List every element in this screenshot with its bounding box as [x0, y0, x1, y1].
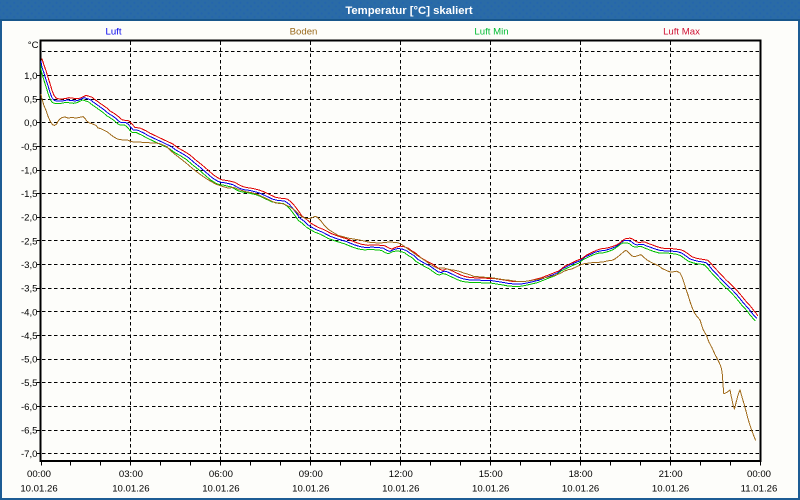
svg-text:10.01.26: 10.01.26: [112, 484, 149, 495]
svg-text:Luft Max: Luft Max: [663, 27, 700, 38]
svg-text:15:00: 15:00: [479, 469, 503, 480]
svg-text:-7,0: -7,0: [21, 449, 38, 460]
svg-text:-5,5: -5,5: [21, 378, 38, 389]
svg-text:10.01.26: 10.01.26: [202, 484, 239, 495]
svg-text:-2,5: -2,5: [21, 236, 38, 247]
svg-text:09:00: 09:00: [299, 469, 323, 480]
svg-text:11.01.26: 11.01.26: [741, 484, 778, 495]
svg-text:10.01.26: 10.01.26: [20, 484, 57, 495]
svg-text:12:00: 12:00: [389, 469, 413, 480]
svg-text:00:00: 00:00: [747, 469, 771, 480]
svg-text:-3,5: -3,5: [21, 284, 38, 295]
svg-text:21:00: 21:00: [659, 469, 683, 480]
svg-text:-6,5: -6,5: [21, 426, 38, 437]
svg-text:1,0: 1,0: [24, 71, 37, 82]
svg-text:10.01.26: 10.01.26: [652, 484, 689, 495]
svg-text:°C: °C: [28, 40, 39, 51]
svg-text:10.01.26: 10.01.26: [382, 484, 419, 495]
svg-text:0,0: 0,0: [24, 118, 37, 129]
svg-text:10.01.26: 10.01.26: [562, 484, 599, 495]
svg-text:Luft Min: Luft Min: [474, 27, 508, 38]
svg-text:-4,0: -4,0: [21, 307, 38, 318]
svg-text:-6,0: -6,0: [21, 402, 38, 413]
svg-text:-4,5: -4,5: [21, 331, 38, 342]
svg-text:03:00: 03:00: [119, 469, 143, 480]
svg-text:Temperatur [°C] skaliert: Temperatur [°C] skaliert: [345, 5, 473, 17]
svg-text:-5,0: -5,0: [21, 355, 38, 366]
svg-text:10.01.26: 10.01.26: [292, 484, 329, 495]
svg-text:Luft: Luft: [105, 27, 121, 38]
svg-text:-1,5: -1,5: [21, 189, 38, 200]
svg-text:0,5: 0,5: [24, 95, 37, 106]
svg-text:-0,5: -0,5: [21, 142, 38, 153]
svg-text:-2,0: -2,0: [21, 213, 38, 224]
svg-text:-1,0: -1,0: [21, 165, 38, 176]
svg-text:-3,0: -3,0: [21, 260, 38, 271]
svg-text:10.01.26: 10.01.26: [472, 484, 509, 495]
svg-text:18:00: 18:00: [569, 469, 593, 480]
svg-text:06:00: 06:00: [209, 469, 233, 480]
svg-text:Boden: Boden: [290, 27, 318, 38]
svg-text:00:00: 00:00: [27, 469, 51, 480]
